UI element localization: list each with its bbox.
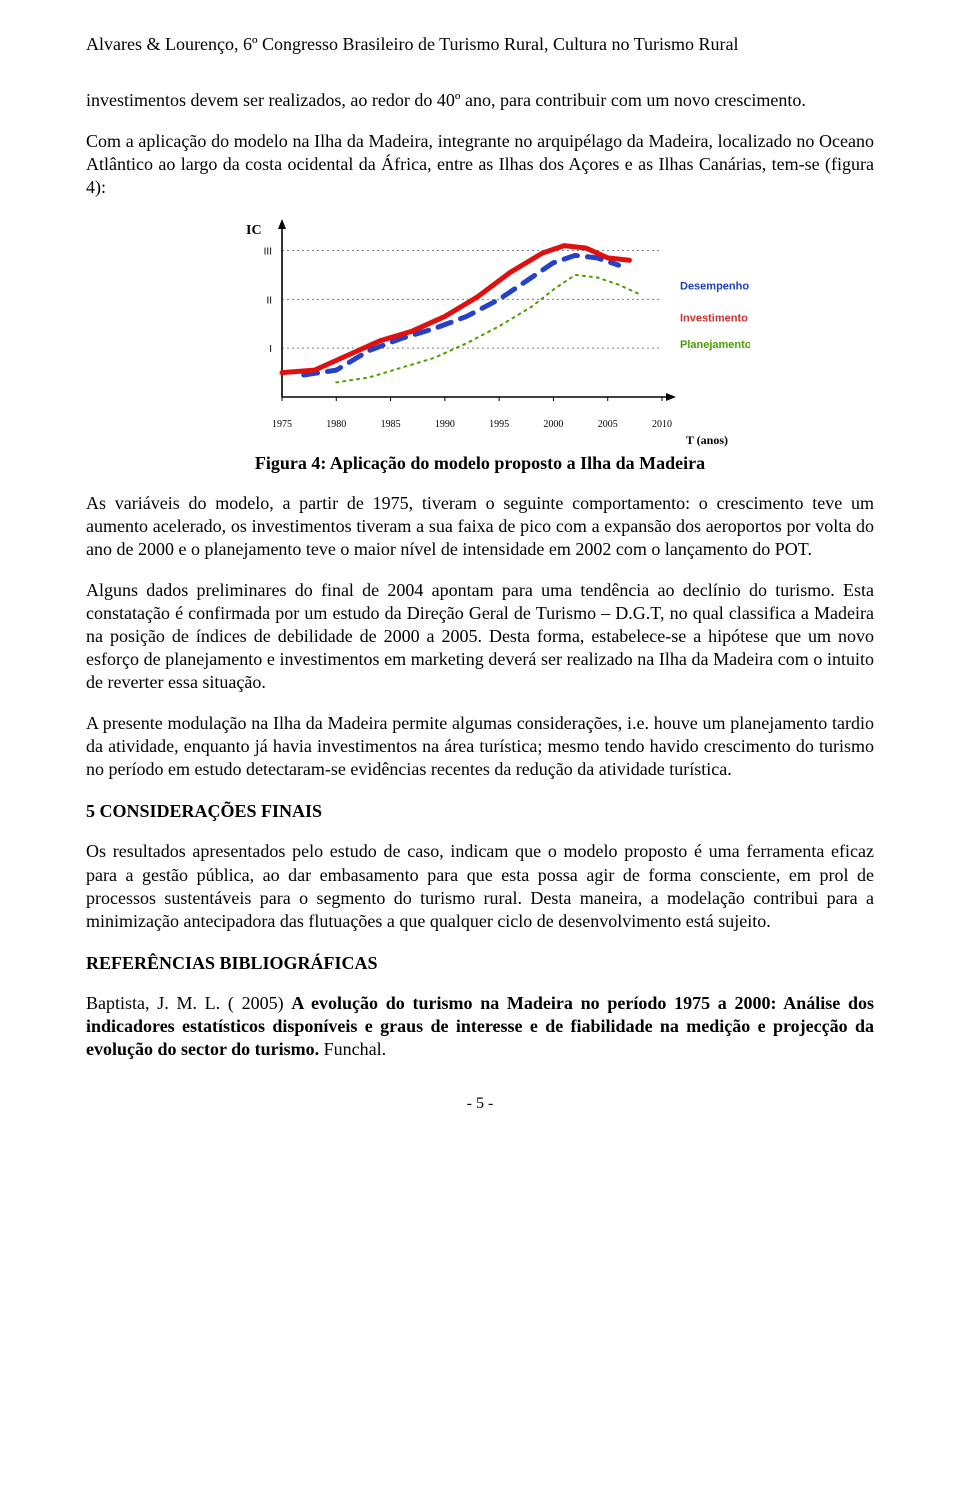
svg-text:I: I [269, 344, 272, 355]
svg-text:III: III [264, 247, 272, 258]
x-tick-1980: 1980 [326, 419, 346, 430]
x-tick-1995: 1995 [489, 419, 509, 430]
heading-refs: REFERÊNCIAS BIBLIOGRÁFICAS [86, 953, 874, 974]
paragraph-4: Alguns dados preliminares do final de 20… [86, 579, 874, 694]
x-axis-title: T (anos) [686, 433, 728, 448]
figure-caption: Figura 4: Aplicação do modelo proposto a… [210, 453, 750, 474]
x-tick-2005: 2005 [598, 419, 618, 430]
legend-planejamento: Planejamento [680, 339, 750, 351]
chart-svg: IIIIIIDesempenhoInvestimentoPlanejamento [210, 217, 750, 417]
x-tick-1990: 1990 [435, 419, 455, 430]
x-tick-2000: 2000 [543, 419, 563, 430]
paragraph-3: As variáveis do modelo, a partir de 1975… [86, 492, 874, 561]
legend-desempenho: Desempenho [680, 281, 749, 293]
paragraph-1: investimentos devem ser realizados, ao r… [86, 89, 874, 112]
x-axis-ticks: T (anos) 1975198019851990199520002005201… [282, 419, 662, 433]
ref-suffix: Funchal. [319, 1039, 386, 1059]
svg-text:II: II [266, 295, 272, 306]
x-tick-1975: 1975 [272, 419, 292, 430]
x-tick-2010: 2010 [652, 419, 672, 430]
figure-4: IC IIIIIIDesempenhoInvestimentoPlanejame… [210, 217, 750, 474]
paragraph-6: Os resultados apresentados pelo estudo d… [86, 840, 874, 932]
paragraph-2: Com a aplicação do modelo na Ilha da Mad… [86, 130, 874, 199]
x-tick-1985: 1985 [381, 419, 401, 430]
paragraph-5: A presente modulação na Ilha da Madeira … [86, 712, 874, 781]
chart-area: IC IIIIIIDesempenhoInvestimentoPlanejame… [210, 217, 750, 417]
page-number: - 5 - [86, 1095, 874, 1113]
ref-prefix: Baptista, J. M. L. ( 2005) [86, 993, 291, 1013]
page: Alvares & Lourenço, 6º Congresso Brasile… [0, 0, 960, 1143]
y-axis-title: IC [246, 223, 262, 239]
legend-investimento: Investimento [680, 312, 748, 324]
running-head: Alvares & Lourenço, 6º Congresso Brasile… [86, 34, 874, 55]
heading-final: 5 CONSIDERAÇÕES FINAIS [86, 801, 874, 822]
reference-1: Baptista, J. M. L. ( 2005) A evolução do… [86, 992, 874, 1061]
